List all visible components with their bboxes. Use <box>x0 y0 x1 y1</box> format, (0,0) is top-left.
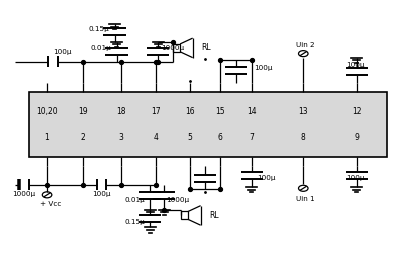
Text: 4: 4 <box>154 133 159 142</box>
Text: 2: 2 <box>80 133 85 142</box>
Text: 100μ: 100μ <box>53 49 72 55</box>
Text: 3: 3 <box>118 133 123 142</box>
Text: 100μ: 100μ <box>258 175 276 181</box>
Text: 1: 1 <box>45 133 50 142</box>
Text: 9: 9 <box>354 133 359 142</box>
Text: 18: 18 <box>116 107 125 116</box>
Text: 100μ: 100μ <box>346 62 364 68</box>
Text: 10,20: 10,20 <box>36 107 58 116</box>
Text: 7: 7 <box>249 133 254 142</box>
Text: 16: 16 <box>185 107 195 116</box>
Text: 0.01μ: 0.01μ <box>124 197 145 203</box>
Bar <box>180 212 188 219</box>
Text: 15: 15 <box>215 107 225 116</box>
Text: 0.15μ: 0.15μ <box>124 219 145 226</box>
Text: 14: 14 <box>247 107 256 116</box>
Text: 0.01μ: 0.01μ <box>90 45 111 51</box>
Text: 13: 13 <box>298 107 308 116</box>
Text: 17: 17 <box>152 107 161 116</box>
Bar <box>173 44 180 52</box>
Bar <box>29 92 387 157</box>
Text: 1000μ: 1000μ <box>161 45 184 51</box>
Text: 12: 12 <box>352 107 362 116</box>
Text: RL: RL <box>201 43 211 52</box>
Text: 100μ: 100μ <box>346 175 364 181</box>
Text: Uin 2: Uin 2 <box>296 42 314 48</box>
Text: 100μ: 100μ <box>254 65 273 71</box>
Text: 5: 5 <box>188 133 192 142</box>
Text: 8: 8 <box>301 133 306 142</box>
Text: RL: RL <box>209 211 219 220</box>
Text: 0.15μ: 0.15μ <box>88 26 109 32</box>
Text: 6: 6 <box>218 133 222 142</box>
Text: 1000μ: 1000μ <box>12 190 36 197</box>
Text: Uin 1: Uin 1 <box>296 196 314 202</box>
Text: 19: 19 <box>78 107 88 116</box>
Text: 100μ: 100μ <box>92 190 111 197</box>
Text: 1000μ: 1000μ <box>166 197 190 203</box>
Text: + Vcc: + Vcc <box>40 201 62 207</box>
